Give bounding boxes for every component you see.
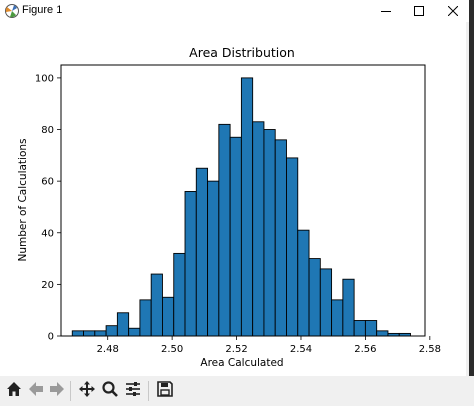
- histogram-bar: [139, 299, 152, 337]
- x-axis-label: Area Calculated: [200, 357, 283, 369]
- histogram-bar: [376, 330, 389, 337]
- histogram-bar: [116, 312, 130, 337]
- save-icon: [156, 380, 174, 402]
- x-axis-ticks: 2.48 2.50 2.52 2.54 2.56 2.58: [97, 336, 441, 355]
- histogram-chart: Area Distribution 2.48 2.50 2.52 2.54 2.56 2.…: [17, 45, 441, 369]
- pan-icon: [78, 380, 96, 402]
- histogram-bar: [94, 330, 107, 337]
- zoom-icon: [101, 380, 119, 402]
- maximize-button[interactable]: [400, 0, 438, 22]
- y-axis-label: Number of Calculations: [17, 138, 29, 261]
- forward-button[interactable]: [46, 379, 68, 403]
- home-icon: [5, 380, 23, 402]
- configure-subplots-button[interactable]: [122, 379, 144, 403]
- back-icon: [27, 380, 45, 402]
- x-tick-label: 2.58: [419, 344, 441, 355]
- pan-button[interactable]: [76, 379, 98, 403]
- matplotlib-icon: [4, 3, 20, 19]
- histogram-bar: [297, 229, 310, 337]
- histogram-bar: [229, 136, 242, 337]
- histogram-bar: [319, 268, 333, 337]
- y-tick-label: 60: [41, 177, 54, 188]
- close-icon: [448, 6, 458, 16]
- histogram-bar: [162, 296, 175, 337]
- figure-canvas[interactable]: Area Distribution 2.48 2.50 2.52 2.54 2.56 2.…: [0, 22, 466, 376]
- histogram-bar: [364, 320, 378, 337]
- x-tick-label: 2.56: [354, 344, 376, 355]
- x-tick-label: 2.54: [290, 344, 312, 355]
- configure-subplots-icon: [124, 380, 142, 402]
- histogram-bar: [252, 121, 265, 337]
- background-window-edge: [469, 0, 474, 406]
- save-button[interactable]: [154, 379, 176, 403]
- window-titlebar: Figure 1: [0, 0, 474, 22]
- chart-title: Area Distribution: [189, 45, 295, 60]
- y-tick-label: 20: [41, 280, 54, 291]
- histogram-bar: [274, 139, 287, 337]
- histogram-bar: [71, 330, 84, 337]
- forward-icon: [48, 380, 66, 402]
- histogram-bars: [71, 77, 411, 337]
- histogram-bar: [308, 258, 321, 337]
- histogram-bar: [150, 273, 163, 337]
- histogram-bar: [240, 77, 254, 337]
- histogram-bar: [128, 327, 141, 337]
- histogram-bar: [331, 299, 344, 337]
- histogram-bar: [105, 325, 118, 337]
- x-tick-label: 2.52: [225, 344, 247, 355]
- histogram-bar: [184, 191, 197, 337]
- histogram-bar: [286, 157, 299, 337]
- window-title: Figure 1: [22, 4, 63, 16]
- zoom-button[interactable]: [99, 379, 121, 403]
- close-button[interactable]: [434, 0, 472, 22]
- minimize-icon: [381, 6, 391, 16]
- y-axis-ticks: 0 20 40 60 80 100: [35, 73, 61, 343]
- home-button[interactable]: [3, 379, 25, 403]
- histogram-bar: [342, 278, 355, 337]
- y-tick-label: 80: [41, 125, 54, 136]
- back-button[interactable]: [25, 379, 47, 403]
- y-tick-label: 100: [35, 73, 54, 84]
- navigation-toolbar: [0, 376, 474, 406]
- plot-frame: [60, 64, 426, 337]
- histogram-bar: [207, 180, 220, 337]
- x-tick-label: 2.48: [97, 344, 119, 355]
- y-tick-label: 40: [41, 228, 54, 239]
- histogram-bar: [263, 129, 276, 337]
- x-tick-label: 2.50: [161, 344, 183, 355]
- histogram-bar: [195, 167, 209, 337]
- toolbar-separator: [148, 381, 149, 401]
- y-tick-label: 0: [48, 332, 54, 343]
- toolbar-separator: [70, 381, 71, 401]
- histogram-bar: [173, 252, 186, 337]
- maximize-icon: [414, 6, 424, 16]
- histogram-bar: [218, 123, 231, 337]
- histogram-bar: [353, 320, 366, 337]
- histogram-bar: [83, 330, 96, 337]
- minimize-button[interactable]: [367, 0, 405, 22]
